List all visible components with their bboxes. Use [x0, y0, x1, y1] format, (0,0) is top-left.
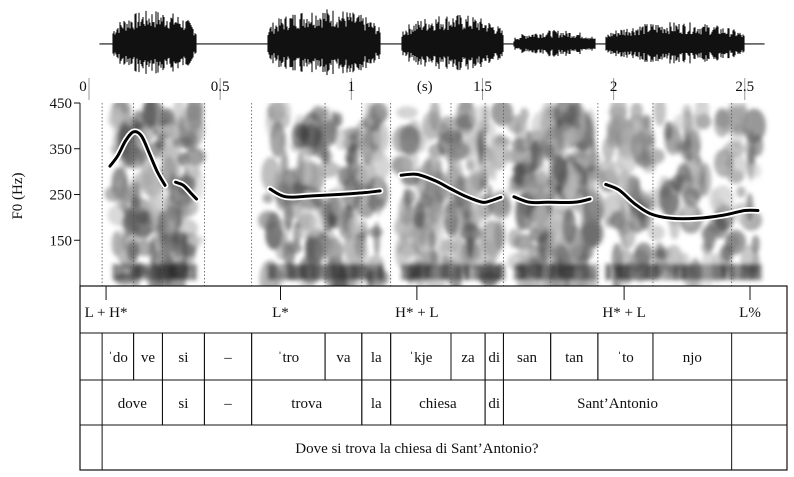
time-axis: (s) 0 0.5 1 1.5 2 2.5: [79, 78, 754, 100]
word-label: la: [371, 396, 382, 412]
spectrogram: [80, 103, 780, 286]
syllable-label: njo: [683, 350, 702, 366]
syllable-label: –: [223, 350, 232, 366]
time-tick-label: 2.5: [735, 79, 754, 95]
syllable-label: ˈtro: [278, 350, 300, 366]
word-label: –: [223, 396, 232, 412]
waveform: [99, 9, 765, 76]
f0-segment: [268, 187, 382, 199]
f0-segment: [174, 180, 199, 201]
time-tick-label: 1: [348, 79, 356, 95]
annotation-tiers: [79, 285, 788, 471]
f0-axis-label: F0 (Hz): [10, 172, 26, 219]
syllable-label: di: [488, 350, 500, 366]
time-tick-label: 2: [610, 79, 618, 95]
word-label: di: [488, 396, 500, 412]
word-tier: dove si – trova la chiesa di Sant’Antonio: [101, 380, 733, 425]
f0-segment: [512, 195, 592, 205]
f0-tick-label: 350: [50, 142, 73, 158]
syllable-label: san: [517, 350, 537, 366]
time-unit-label: (s): [417, 79, 433, 95]
f0-segment: [399, 172, 503, 204]
word-label: Sant’Antonio: [577, 396, 658, 412]
waveform-trace: [99, 9, 765, 76]
sentence-tier: Dove si trova la chiesa di Sant’Antonio?: [101, 425, 733, 470]
tone-label: L*: [272, 305, 289, 321]
syllable-label: si: [178, 350, 188, 366]
time-tick-label: 0: [79, 79, 87, 95]
time-tick-label: 0.5: [211, 79, 230, 95]
syllable-label: ˈto: [617, 350, 634, 366]
syllable-label: tan: [565, 350, 584, 366]
syllable-label: ˈdo: [108, 350, 128, 366]
f0-contour: [106, 128, 762, 223]
f0-tick-label: 450: [50, 96, 73, 112]
tone-label: L%: [739, 305, 761, 321]
word-label: chiesa: [419, 396, 457, 412]
f0-segment: [604, 182, 760, 221]
tone-label: H* + L: [602, 305, 645, 321]
syllable-label: la: [371, 350, 382, 366]
tone-label: H* + L: [395, 305, 438, 321]
syllable-label: ve: [141, 350, 156, 366]
f0-tick-label: 250: [50, 188, 73, 204]
f0-segment: [108, 130, 167, 187]
word-label: dove: [118, 396, 148, 412]
f0-tick-label: 150: [50, 233, 73, 249]
tiers-border: [79, 285, 788, 471]
sentence-label: Dove si trova la chiesa di Sant’Antonio?: [295, 441, 539, 457]
tone-label: L + H*: [85, 305, 128, 321]
syllable-label: ˈkje: [409, 350, 433, 366]
syllable-tier: ˈdo ve si – ˈtro va la ˈkje za di san tan ˈto njo: [101, 333, 733, 380]
word-label: trova: [291, 396, 322, 412]
tone-tier: L + H* L* H* + L H* + L L%: [85, 286, 761, 321]
f0-axis: F0 (Hz) 450 350 250 150: [10, 96, 81, 286]
word-label: si: [178, 396, 188, 412]
syllable-label: za: [461, 350, 475, 366]
time-tick-label: 1.5: [473, 79, 492, 95]
syllable-label: va: [336, 350, 351, 366]
